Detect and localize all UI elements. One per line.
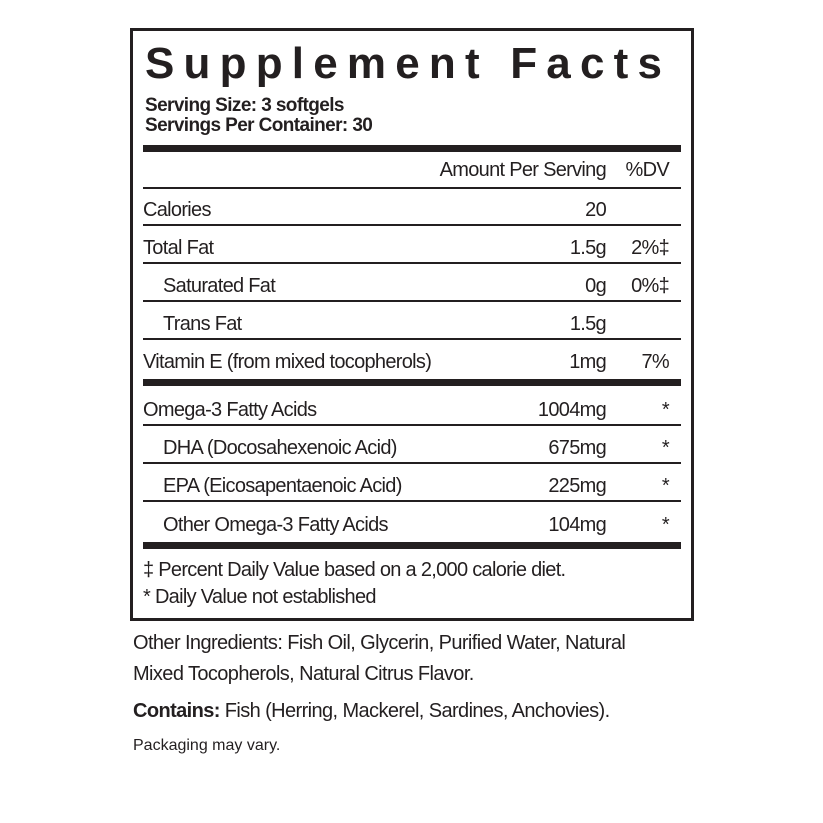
divider	[143, 500, 681, 502]
nutrient-name: Other Omega-3 Fatty Acids	[163, 514, 389, 536]
supplement-facts-panel: Supplement Facts Serving Size: 3 softgel…	[130, 28, 694, 621]
divider	[143, 424, 681, 426]
nutrient-name: DHA (Docosahexenoic Acid)	[163, 437, 397, 459]
nutrient-amount: 104mg	[548, 514, 606, 536]
header-amount: Amount Per Serving	[439, 159, 607, 181]
other-ingredients-line-1: Other Ingredients: Fish Oil, Glycerin, P…	[133, 632, 626, 654]
nutrient-dv: *	[661, 399, 670, 421]
panel-title: Supplement Facts	[145, 39, 672, 88]
footnote-dv: ‡ Percent Daily Value based on a 2,000 c…	[143, 559, 566, 581]
divider	[143, 542, 681, 549]
nutrient-name: Saturated Fat	[163, 275, 276, 297]
nutrient-amount: 1mg	[569, 351, 607, 373]
divider	[143, 379, 681, 386]
serving-size: Serving Size: 3 softgels	[145, 95, 344, 116]
divider	[143, 462, 681, 464]
contains-statement: Contains: Fish (Herring, Mackerel, Sardi…	[133, 700, 610, 723]
nutrient-amount: 225mg	[548, 475, 606, 497]
nutrient-amount: 1.5g	[569, 313, 607, 335]
nutrient-dv: 0%‡	[631, 275, 670, 297]
nutrient-name: Vitamin E (from mixed tocopherols)	[143, 351, 432, 373]
divider	[143, 187, 681, 189]
nutrient-amount: 20	[585, 199, 607, 221]
nutrient-dv: 2%‡	[631, 237, 670, 259]
nutrient-name: Total Fat	[143, 237, 214, 259]
nutrient-name: Calories	[143, 199, 211, 221]
nutrient-dv: *	[661, 437, 670, 459]
footnote-not-established: * Daily Value not established	[143, 586, 377, 608]
nutrient-name: EPA (Eicosapentaenoic Acid)	[163, 475, 402, 497]
nutrient-name: Trans Fat	[163, 313, 242, 335]
divider-thick	[143, 145, 681, 152]
nutrient-dv: *	[661, 475, 670, 497]
contains-text: Fish (Herring, Mackerel, Sardines, Ancho…	[219, 700, 610, 722]
divider	[143, 262, 681, 264]
nutrient-dv: 7%	[641, 351, 669, 373]
nutrient-dv: *	[661, 514, 670, 536]
servings-per-container: Servings Per Container: 30	[145, 115, 373, 136]
header-dv: %DV	[625, 159, 670, 181]
contains-label: Contains:	[133, 700, 220, 722]
packaging-note: Packaging may vary.	[133, 737, 281, 754]
nutrient-amount: 1.5g	[569, 237, 607, 259]
divider	[143, 338, 681, 340]
other-ingredients-line-2: Mixed Tocopherols, Natural Citrus Flavor…	[133, 663, 474, 685]
divider	[143, 224, 681, 226]
divider	[143, 300, 681, 302]
nutrient-name: Omega-3 Fatty Acids	[143, 399, 317, 421]
nutrient-amount: 0g	[585, 275, 607, 297]
nutrient-amount: 675mg	[548, 437, 606, 459]
nutrient-amount: 1004mg	[537, 399, 607, 421]
